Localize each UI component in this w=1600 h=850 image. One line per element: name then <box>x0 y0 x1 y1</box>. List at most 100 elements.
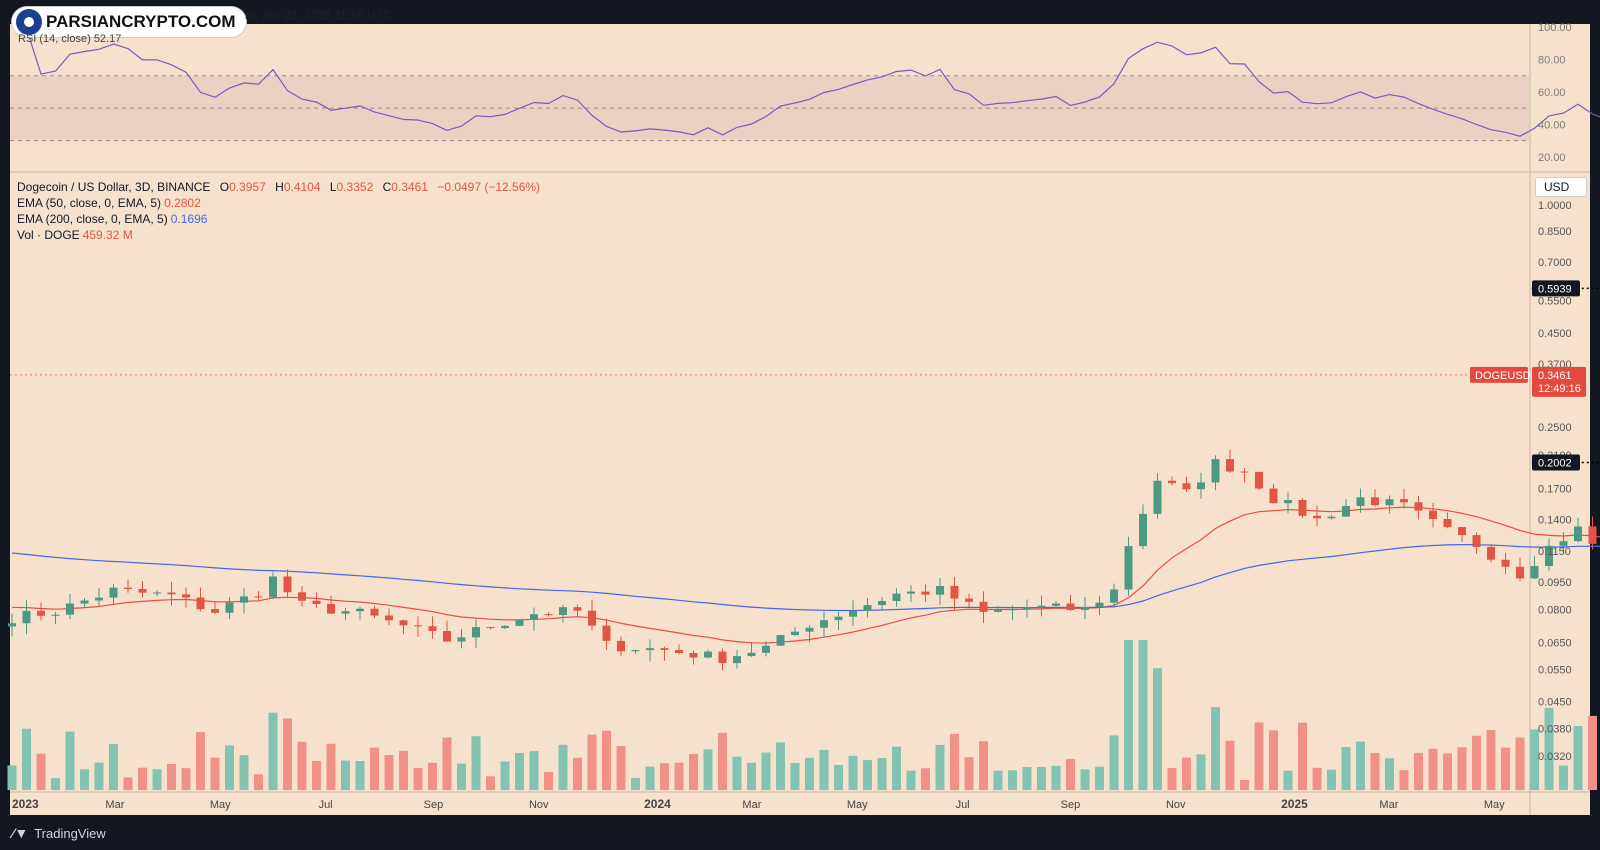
legend-low-label: L <box>329 180 337 194</box>
volume-bar <box>1008 770 1017 790</box>
volume-bars <box>7 640 1597 790</box>
candle-body <box>1269 488 1278 504</box>
symbol-tag-box <box>1470 366 1528 383</box>
candle-body <box>1371 497 1379 506</box>
candle-body <box>1545 545 1553 567</box>
candle-body <box>1487 546 1495 560</box>
candle-body <box>762 645 770 653</box>
candle-body <box>1298 500 1307 516</box>
volume-bar <box>602 730 611 790</box>
price-tick-label: 0.0550 <box>1538 664 1572 676</box>
candle-body <box>138 588 147 593</box>
candle-body <box>747 652 756 657</box>
volume-bar <box>1341 747 1351 790</box>
volume-bar <box>1530 729 1539 790</box>
candle-body <box>1443 518 1452 528</box>
candle-body <box>312 600 321 604</box>
volume-bar <box>152 769 162 790</box>
candle-body <box>225 602 234 613</box>
volume-bar <box>964 757 974 790</box>
candle-body <box>675 650 683 653</box>
volume-bar <box>660 763 669 790</box>
volume-bar <box>776 742 785 790</box>
volume-bar <box>834 764 843 790</box>
candle-body <box>8 623 16 627</box>
volume-bar <box>457 763 466 790</box>
volume-bar <box>341 760 350 790</box>
volume-bar <box>1501 747 1510 790</box>
candle-body <box>646 648 654 651</box>
legend-high: 0.4104 <box>283 180 321 194</box>
rsi-legend: RSI (14, close) 52.17 <box>18 33 121 45</box>
volume-bar <box>442 737 452 790</box>
candle-body <box>936 585 944 595</box>
rsi-tick-label: 20.00 <box>1538 152 1566 164</box>
volume-bar <box>297 741 307 790</box>
candle-body <box>863 605 872 611</box>
currency-selector[interactable]: USD <box>1535 177 1587 197</box>
symbol-tag: DOGEUSD <box>1475 370 1531 382</box>
candle-body <box>37 610 45 616</box>
legend-change: −0.0497 (−12.56%) <box>437 180 541 194</box>
volume-bar <box>167 764 176 790</box>
tradingview-logo-icon: ⁄▼ <box>12 825 29 841</box>
volume-bar <box>1457 747 1467 790</box>
legend-close-label: C <box>382 180 392 194</box>
price-tick-label: 0.0450 <box>1538 696 1572 708</box>
volume-bar <box>1312 767 1322 790</box>
price-tick-label: 1.0000 <box>1538 200 1572 212</box>
volume-bar <box>1573 726 1583 790</box>
candle-body <box>1008 609 1017 611</box>
rsi-pane: 100.00 80.00 60.00 40.00 20.00 <box>10 22 1600 164</box>
time-tick-label: 2024 <box>644 797 671 811</box>
ema200-line <box>11 543 1600 612</box>
pattern-annotations <box>10 287 1600 464</box>
candle-body <box>1458 527 1466 536</box>
candle-body <box>1168 480 1176 484</box>
volume-bar <box>935 744 945 790</box>
time-tick-label: 2023 <box>12 797 39 811</box>
volume-bar <box>747 762 756 790</box>
legend-ema50-value: 0.2802 <box>164 196 201 210</box>
candle-body <box>689 652 698 658</box>
volume-bar <box>848 755 858 790</box>
candle-body <box>1081 607 1089 610</box>
time-tick-label: Jul <box>956 799 970 811</box>
price-tick-label: 0.0800 <box>1538 604 1572 616</box>
candle-body <box>1342 505 1350 517</box>
axes: 1.00000.85000.70000.55000.45000.37000.25… <box>12 200 1586 811</box>
candle-body <box>805 627 814 632</box>
volume-bar <box>1370 752 1380 790</box>
candle-body <box>1472 535 1481 547</box>
time-tick-label: Nov <box>1166 799 1186 811</box>
candle-body <box>1313 515 1321 519</box>
candle-body <box>733 656 741 664</box>
time-tick-label: 2025 <box>1281 797 1308 811</box>
target-low-label-box <box>1532 454 1580 471</box>
volume-bar <box>515 752 524 790</box>
price-tick-label: 0.1700 <box>1538 484 1572 496</box>
rsi-tick-label: 100.00 <box>1538 22 1572 34</box>
legend-symbol: Dogecoin / US Dollar, 3D, BINANCE <box>17 180 211 194</box>
time-tick-label: Mar <box>105 799 124 811</box>
volume-bar <box>805 757 814 790</box>
price-tick-label: 0.0320 <box>1538 751 1572 763</box>
volume-bar <box>689 754 698 790</box>
candle-body <box>80 600 89 604</box>
candle-body <box>341 611 350 614</box>
volume-bar <box>732 756 742 790</box>
volume-bar <box>65 731 75 790</box>
price-tick-label: 0.1400 <box>1538 515 1572 527</box>
candle-body <box>1052 603 1060 606</box>
volume-bar <box>239 755 249 790</box>
price-tag: 0.3461 <box>1538 370 1572 382</box>
frame-bottom <box>0 815 1600 850</box>
volume-bar <box>544 771 553 790</box>
volume-bar <box>1327 769 1336 790</box>
candle-body <box>820 620 828 628</box>
candle-body <box>109 587 118 598</box>
volume-bar <box>1167 768 1177 790</box>
volume-bar <box>790 762 800 790</box>
volume-bar <box>1356 741 1365 790</box>
